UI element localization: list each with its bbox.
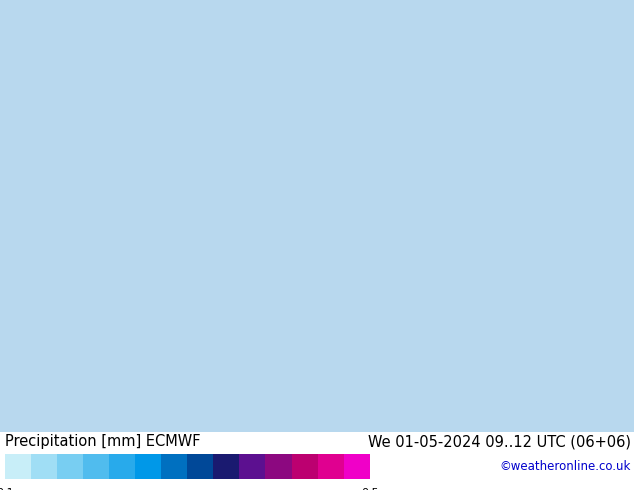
Bar — [31, 454, 57, 479]
Text: ©weatheronline.co.uk: ©weatheronline.co.uk — [500, 460, 631, 473]
Text: 0.1: 0.1 — [0, 488, 14, 490]
Bar — [109, 454, 135, 479]
Text: Precipitation [mm] ECMWF: Precipitation [mm] ECMWF — [5, 435, 200, 449]
Text: 0.5: 0.5 — [361, 488, 378, 490]
Bar — [292, 454, 318, 479]
Bar — [266, 454, 292, 479]
Bar — [57, 454, 83, 479]
Text: We 01-05-2024 09..12 UTC (06+06): We 01-05-2024 09..12 UTC (06+06) — [368, 435, 631, 449]
Bar — [214, 454, 240, 479]
Bar — [240, 454, 266, 479]
Bar — [135, 454, 161, 479]
Bar — [344, 454, 370, 479]
Bar — [5, 454, 31, 479]
Bar — [83, 454, 109, 479]
Bar — [188, 454, 214, 479]
Polygon shape — [370, 454, 380, 479]
Bar — [318, 454, 344, 479]
Bar — [161, 454, 188, 479]
